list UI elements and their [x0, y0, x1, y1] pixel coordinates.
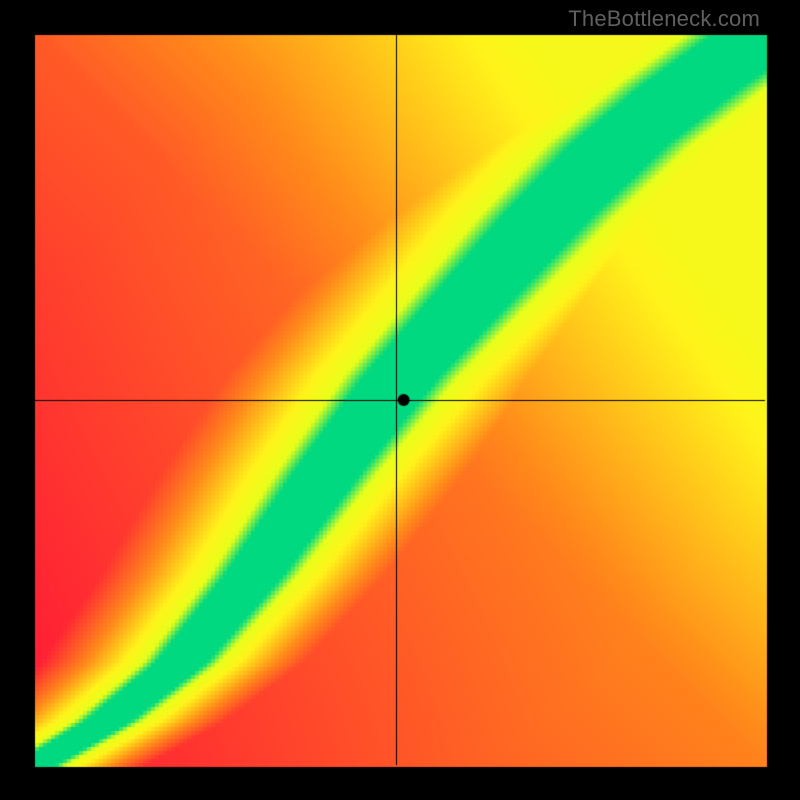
- chart-container: TheBottleneck.com: [0, 0, 800, 800]
- bottleneck-heatmap: [0, 0, 800, 800]
- watermark-text: TheBottleneck.com: [568, 6, 760, 32]
